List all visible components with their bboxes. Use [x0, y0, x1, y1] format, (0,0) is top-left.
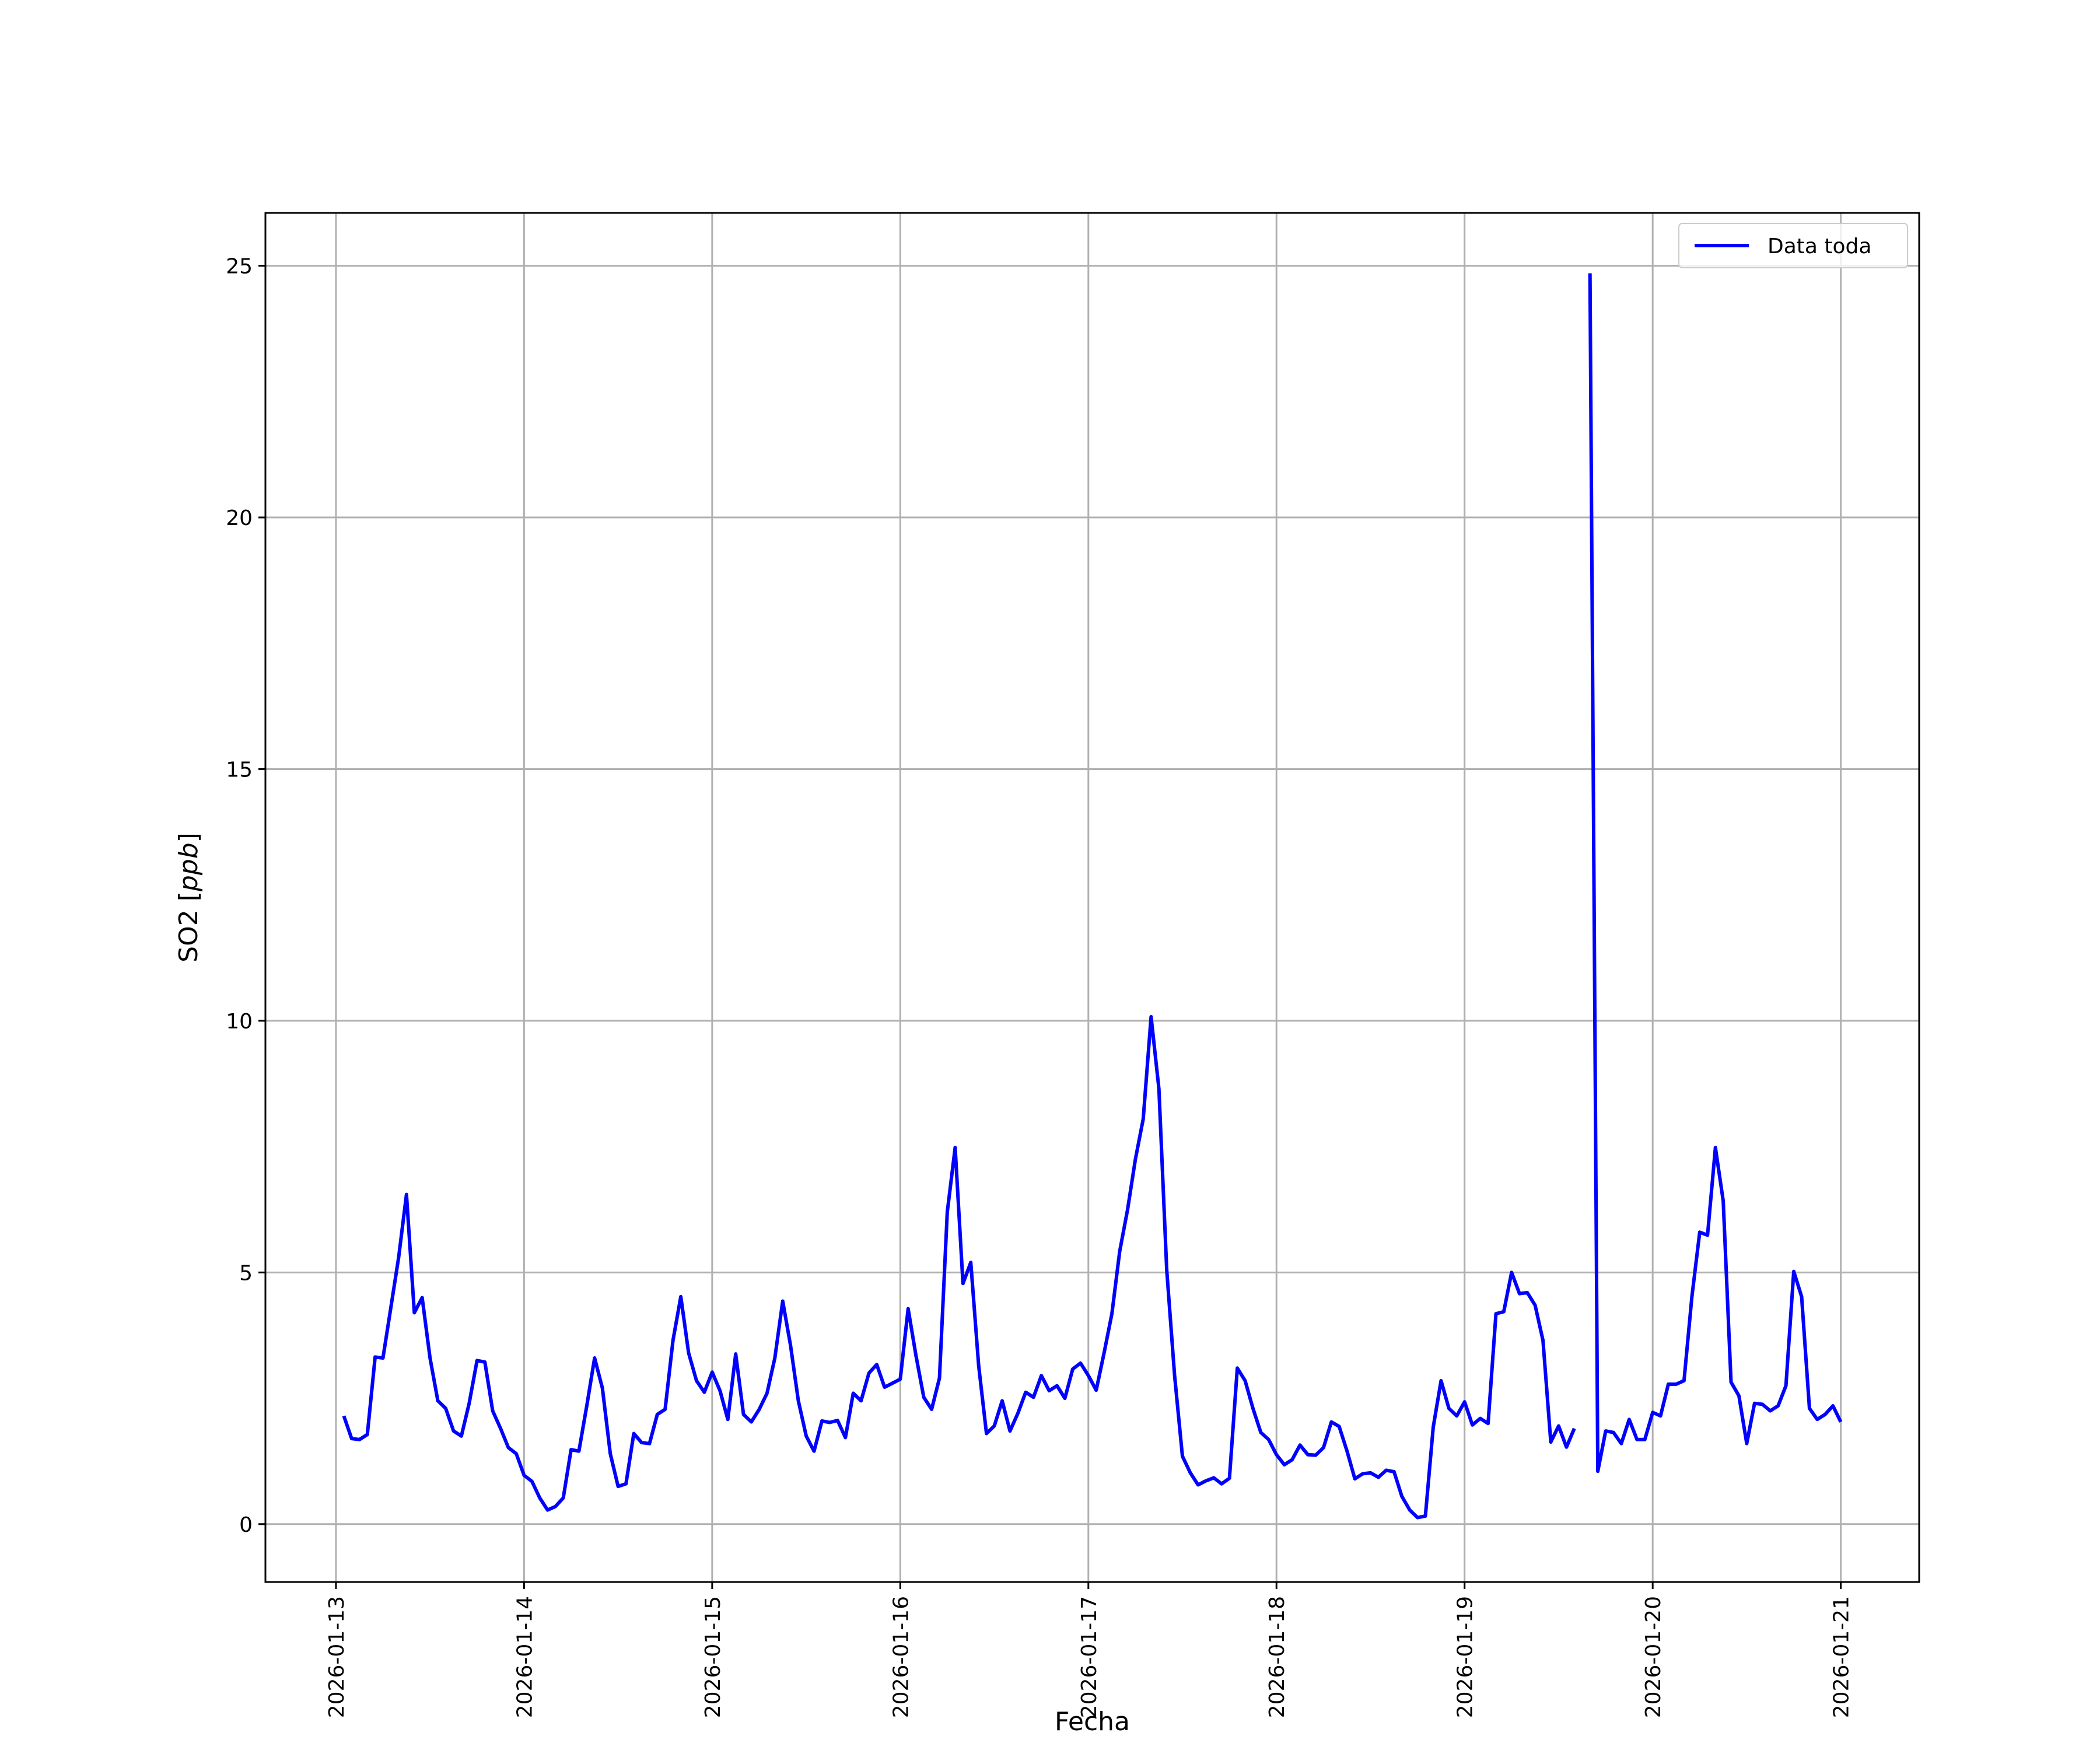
legend: Data toda: [1678, 223, 1908, 268]
series-line-1-segment-2: [1588, 273, 1843, 1474]
y-tick-label-10: 10: [226, 1010, 253, 1034]
legend-label-data-toda: Data toda: [1768, 235, 1871, 258]
x-tick-label-2026-01-18: 2026-01-18: [1265, 1596, 1289, 1718]
x-axis: 2026-01-13 2026-01-14 2026-01-15 2026-01-16…: [325, 1582, 1854, 1718]
y-tick-label-20: 20: [226, 506, 253, 530]
x-tick-label-2026-01-21: 2026-01-21: [1830, 1596, 1854, 1718]
x-tick-label-2026-01-16: 2026-01-16: [889, 1596, 913, 1718]
x-tick-label-2026-01-17: 2026-01-17: [1077, 1596, 1101, 1718]
y-tick-label-0: 0: [239, 1513, 253, 1537]
y-tick-label-5: 5: [239, 1261, 253, 1285]
y-axis-label: SO2 [ppb]: [174, 832, 204, 963]
x-tick-label-2026-01-20: 2026-01-20: [1642, 1596, 1665, 1718]
plot-frame: [264, 212, 1920, 1583]
y-tick-label-15: 15: [226, 758, 253, 782]
x-axis-label: Fecha: [1055, 1707, 1130, 1737]
series-layer: [342, 273, 1843, 1520]
y-tick-label-25: 25: [226, 255, 253, 279]
series-line-1-segment-1: [342, 1015, 1576, 1520]
x-tick-label-2026-01-13: 2026-01-13: [325, 1596, 349, 1718]
legend-box: [1678, 223, 1908, 268]
x-tick-label-2026-01-15: 2026-01-15: [701, 1596, 725, 1718]
y-axis: 0 5 10 15 20 25: [226, 255, 265, 1537]
x-tick-label-2026-01-14: 2026-01-14: [513, 1596, 537, 1718]
y-axis-label-unit: ppb: [174, 842, 204, 892]
grid-lines: [265, 213, 1919, 1582]
y-axis-label-main: SO2 [: [174, 891, 204, 963]
x-tick-label-2026-01-19: 2026-01-19: [1454, 1596, 1478, 1718]
y-axis-label-end: ]: [174, 832, 204, 842]
